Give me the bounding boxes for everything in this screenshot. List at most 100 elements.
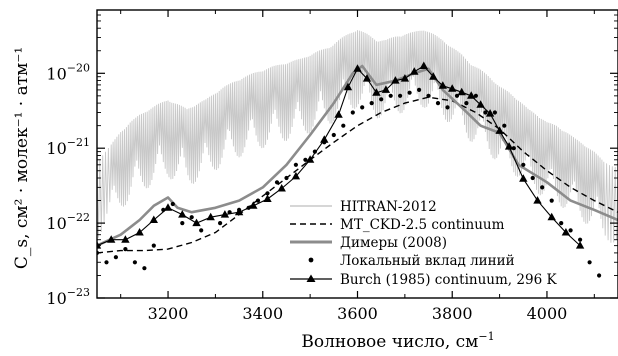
point-local-lines: [255, 198, 261, 203]
y-tick-label: 10−20: [46, 61, 90, 83]
marker-burch: [400, 74, 410, 82]
marker-burch: [234, 207, 244, 216]
point-local-lines: [521, 162, 526, 167]
marker-burch: [291, 171, 301, 180]
marker-burch: [485, 109, 495, 117]
point-local-lines: [379, 97, 384, 102]
legend-item-dimers: Димеры (2008): [290, 235, 447, 251]
point-local-lines: [502, 123, 507, 128]
point-local-lines: [360, 105, 365, 110]
point-local-lines: [369, 101, 374, 106]
legend-swatch-burch-marker: [306, 274, 316, 282]
point-local-lines: [303, 157, 308, 162]
point-local-lines: [578, 237, 583, 242]
point-local-lines: [123, 247, 128, 252]
marker-burch: [476, 100, 485, 108]
point-local-lines: [417, 87, 422, 92]
point-local-lines: [199, 228, 204, 233]
x-tick-label: 3600: [337, 304, 378, 323]
y-tick-label: 10−23: [46, 286, 90, 308]
y-axis-title: C_s, см² · молек⁻¹ · атм⁻¹: [12, 47, 32, 269]
legend-label-dimers: Димеры (2008): [340, 235, 447, 251]
point-local-lines: [388, 93, 393, 98]
legend: HITRAN-2012 MT_CKD-2.5 continuum Димеры …: [290, 199, 557, 288]
x-axis-title-sup: −1: [478, 330, 494, 343]
marker-burch: [263, 194, 272, 202]
x-tick-label: 3200: [148, 304, 189, 323]
point-local-lines: [293, 162, 298, 167]
marker-burch: [320, 135, 329, 143]
marker-burch: [391, 76, 400, 84]
marker-burch: [220, 210, 230, 218]
marker-burch: [343, 82, 353, 91]
marker-burch: [372, 88, 381, 96]
point-local-lines: [568, 228, 573, 233]
series-layer: [97, 30, 618, 278]
marker-burch: [277, 184, 286, 192]
point-local-lines: [218, 221, 223, 226]
point-local-lines: [483, 110, 488, 115]
marker-burch: [519, 174, 528, 182]
point-local-lines: [559, 221, 564, 226]
point-local-lines: [341, 123, 346, 128]
point-local-lines: [265, 191, 270, 196]
point-local-lines: [398, 93, 403, 98]
marker-burch: [547, 212, 556, 221]
point-local-lines: [284, 175, 289, 181]
point-local-lines: [540, 185, 545, 190]
marker-burch: [467, 91, 476, 99]
point-local-lines: [180, 221, 185, 226]
marker-burch: [457, 87, 466, 96]
marker-burch: [504, 142, 514, 150]
legend-label-mtckd: MT_CKD-2.5 continuum: [340, 217, 505, 233]
marker-burch: [495, 126, 504, 134]
marker-burch: [97, 241, 102, 249]
point-local-lines: [331, 132, 336, 138]
point-local-lines: [170, 201, 175, 207]
marker-burch: [206, 212, 215, 221]
legend-item-local-lines: Локальный вклад линий: [308, 253, 515, 269]
point-local-lines: [445, 105, 450, 110]
marker-burch: [362, 74, 372, 82]
marker-burch: [448, 84, 457, 92]
point-local-lines: [113, 255, 118, 260]
marker-burch: [429, 72, 438, 80]
legend-label-hitran: HITRAN-2012: [340, 199, 437, 215]
point-local-lines: [473, 93, 478, 98]
legend-item-mtckd: MT_CKD-2.5 continuum: [290, 217, 505, 233]
point-local-lines: [426, 93, 431, 98]
point-local-lines: [407, 90, 412, 95]
x-tick-label: 3800: [432, 304, 473, 323]
point-local-lines: [530, 175, 535, 181]
x-axis-title-text: Волновое число, см: [301, 332, 478, 352]
x-tick-label: 3400: [242, 304, 283, 323]
point-local-lines: [312, 149, 317, 154]
y-tick-label: 10−21: [46, 136, 90, 158]
y-tick-label: 10−22: [46, 211, 90, 233]
point-local-lines: [549, 198, 554, 203]
marker-burch: [561, 228, 571, 236]
point-local-lines: [587, 260, 592, 265]
point-local-lines: [464, 101, 469, 106]
point-local-lines: [274, 180, 280, 185]
x-axis-title: Волновое число, см−1: [301, 330, 494, 352]
point-local-lines: [350, 110, 355, 115]
point-local-lines: [435, 101, 441, 106]
marker-burch: [107, 235, 116, 243]
point-local-lines: [492, 110, 497, 115]
marker-burch: [149, 215, 158, 223]
x-tick-label: 4000: [527, 304, 568, 323]
marker-burch: [192, 218, 201, 227]
legend-item-burch: Burch (1985) continuum, 296 K: [290, 272, 557, 288]
point-local-lines: [151, 243, 156, 248]
marker-burch: [533, 196, 542, 204]
marker-burch: [178, 210, 187, 218]
marker-burch: [163, 203, 173, 211]
marker-burch: [381, 85, 391, 93]
marker-burch: [575, 241, 585, 249]
marker-burch: [353, 64, 362, 72]
legend-label-local-lines: Локальный вклад линий: [340, 253, 515, 269]
legend-item-hitran: HITRAN-2012: [290, 199, 437, 215]
ticks-layer: 3200 3400 3600 3800 4000 10−23 10−22 10−21 10−20: [46, 10, 618, 323]
